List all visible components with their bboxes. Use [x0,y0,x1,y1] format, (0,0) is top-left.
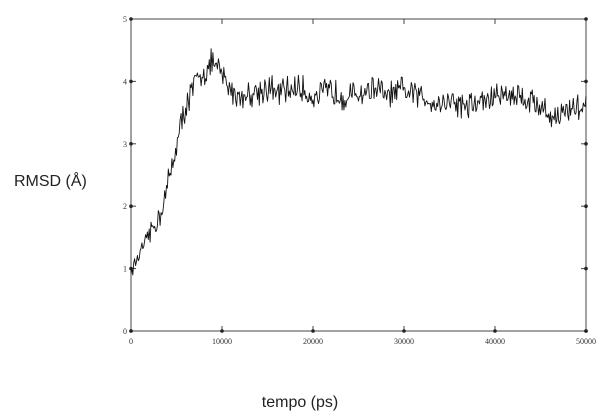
y-tick-dot [129,142,133,146]
x-tick-dot [220,329,224,333]
rmsd-series-line [130,48,587,276]
y-tick-label: 4 [123,77,127,86]
y-tick-label: 0 [123,327,127,336]
x-tick-label: 50000 [576,337,596,346]
y-tick-dot-right [584,329,588,333]
series-layer [130,48,587,276]
y-tick-dot-right [584,266,588,271]
x-tick-label: 20000 [303,337,323,346]
x-tick-dot [311,329,315,333]
y-axis-ticks: 0 1 2 3 4 5 [123,15,588,336]
y-axis-title: RMSD (Å) [14,171,87,190]
x-tick-label: 30000 [394,337,414,346]
y-tick-dot-right [584,204,588,208]
x-tick-dot [402,329,406,333]
x-tick-label: 40000 [485,337,505,346]
y-tick-dot [129,329,133,333]
y-tick-dot [129,17,133,21]
y-tick-label: 5 [123,15,127,24]
x-tick-label: 10000 [212,337,232,346]
y-tick-dot-right [584,17,588,21]
y-tick-dot-right [584,142,588,146]
y-tick-label: 1 [123,265,127,274]
y-tick-dot [129,79,133,84]
y-tick-label: 2 [123,202,127,211]
plot-frame [130,18,587,332]
x-axis-title: tempo (ps) [262,394,338,411]
y-tick-dot [129,204,133,208]
y-tick-label: 3 [123,140,127,149]
x-tick-dot [493,329,497,333]
x-tick-label: 0 [129,337,133,346]
y-tick-dot-right [584,79,588,84]
